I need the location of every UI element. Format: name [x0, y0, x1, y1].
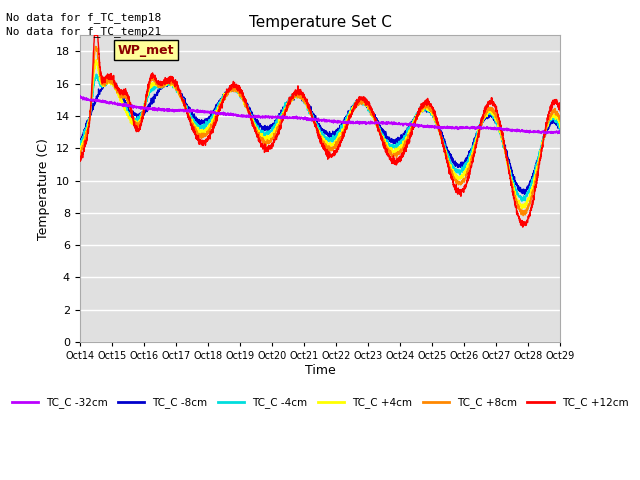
Text: No data for f_TC_temp21: No data for f_TC_temp21: [6, 26, 162, 37]
Title: Temperature Set C: Temperature Set C: [248, 15, 392, 30]
X-axis label: Time: Time: [305, 364, 335, 377]
Text: No data for f_TC_temp18: No data for f_TC_temp18: [6, 12, 162, 23]
Y-axis label: Temperature (C): Temperature (C): [37, 138, 51, 240]
Legend: TC_C -32cm, TC_C -8cm, TC_C -4cm, TC_C +4cm, TC_C +8cm, TC_C +12cm: TC_C -32cm, TC_C -8cm, TC_C -4cm, TC_C +…: [7, 393, 633, 412]
Text: WP_met: WP_met: [118, 44, 175, 57]
